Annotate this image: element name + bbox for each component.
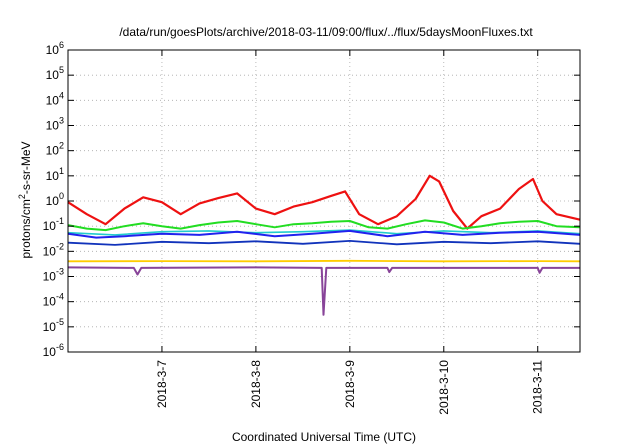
x-tick-label: 2018-3-8 (249, 360, 263, 408)
x-tick-label: 2018-3-9 (343, 360, 357, 408)
y-tick-label: 10-2 (43, 241, 64, 258)
x-tick-label: 2018-3-11 (531, 360, 545, 414)
y-axis-title: protons/cm2-s-sr-MeV (17, 141, 33, 258)
x-axis: 2018-3-7 2018-3-8 2018-3-9 2018-3-10 2018-3-… (155, 50, 545, 415)
series-line (67, 174, 581, 230)
x-axis-title: Coordinated Universal Time (UTC) (232, 430, 416, 444)
y-tick-label: 10-3 (43, 267, 64, 284)
series-line (67, 219, 581, 232)
y-tick-label: 10-1 (43, 216, 64, 233)
series-line (67, 259, 581, 263)
y-tick-label: 10-5 (43, 317, 64, 334)
y-tick-label: 106 (46, 40, 64, 57)
y-tick-label: 10-6 (43, 342, 64, 359)
series-line (67, 239, 581, 246)
y-axis: 10-6 10-5 10-4 10-3 10-2 10-1 100 101 102 103 104 1… (43, 40, 580, 359)
y-tick-label: 100 (46, 191, 64, 208)
x-tick-label: 2018-3-7 (155, 360, 169, 408)
y-tick-label: 105 (46, 65, 64, 82)
y-tick-label: 102 (46, 141, 64, 158)
series-layer (67, 174, 581, 316)
series-line (67, 229, 581, 239)
series-line (67, 266, 580, 316)
chart-title: /data/run/goesPlots/archive/2018-03-11/0… (119, 25, 533, 39)
y-tick-label: 104 (46, 90, 64, 107)
y-tick-label: 10-4 (43, 292, 64, 309)
y-tick-label: 103 (46, 116, 64, 133)
x-tick-label: 2018-3-10 (437, 360, 451, 415)
y-tick-label: 101 (46, 166, 64, 183)
